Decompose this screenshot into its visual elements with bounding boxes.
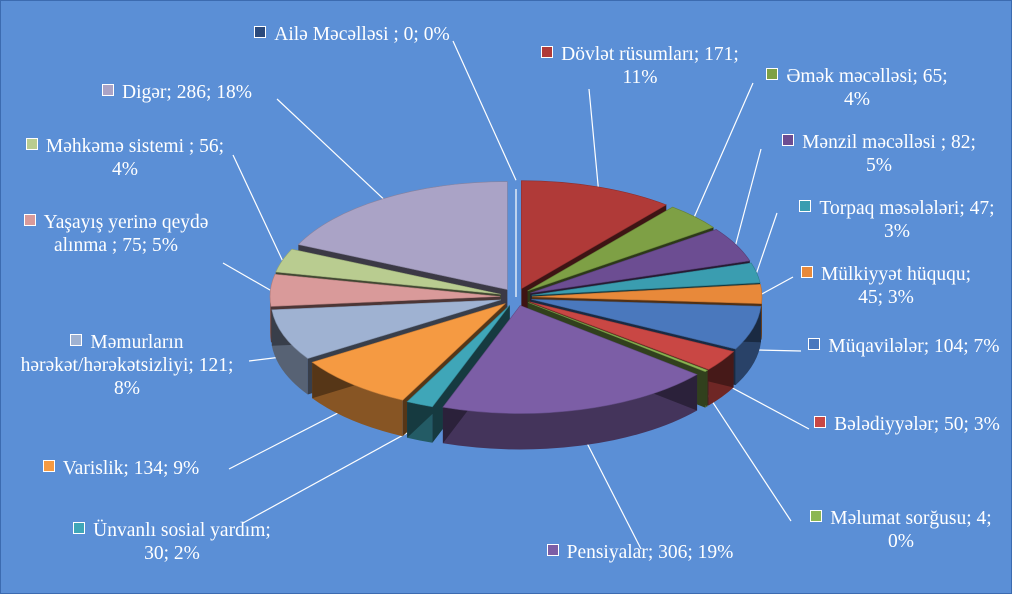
leader-line-melumat-sorgusu bbox=[705, 392, 792, 522]
data-label-pensiyalar: Pensiyalar; 306; 19% bbox=[535, 541, 745, 564]
data-label-torpaq-meseleleri: Torpaq məsələləri; 47; 3% bbox=[787, 197, 1007, 243]
leader-line-belediyyeler bbox=[721, 381, 810, 430]
legend-swatch bbox=[799, 200, 812, 212]
data-label-muqavileler: Müqavilələr; 104; 7% bbox=[799, 335, 1009, 358]
data-label-varislik: Varislik; 134; 9% bbox=[11, 457, 231, 480]
leader-line-mulkiyyet-huququ bbox=[761, 276, 794, 295]
legend-swatch bbox=[102, 84, 114, 96]
legend-swatch bbox=[782, 134, 795, 146]
data-label-memurlarin-hereketi: Məmurların hərəkət/hərəkətsizliyi; 121; … bbox=[20, 332, 234, 399]
leader-line-aile-mecellesi bbox=[452, 40, 517, 181]
legend-swatch bbox=[546, 544, 559, 556]
data-label-dovlet-rusumlari: Dövlət rüsumları; 171; 11% bbox=[535, 43, 745, 89]
legend-swatch bbox=[800, 266, 813, 278]
legend-swatch bbox=[254, 26, 267, 38]
data-label-emek-mecellesi: Əmək məcəlləsi; 65; 4% bbox=[757, 65, 957, 111]
pie-slices bbox=[269, 180, 763, 450]
leader-line-yasayis-yerine-qeyde-alinma bbox=[222, 262, 271, 291]
data-label-melumat-sorgusu: Məlumat sorğusu; 4; 0% bbox=[795, 507, 1007, 553]
data-label-yasayis-yerine-qeyde: Yaşayış yerinə qeydə alınma ; 75; 5% bbox=[11, 211, 221, 257]
leader-line-dovlet-rusumlari bbox=[588, 88, 599, 187]
data-label-diger: Digər; 286; 18% bbox=[71, 81, 283, 104]
leader-line-diger bbox=[276, 98, 384, 200]
data-label-unvanli-sosial-yardim: Ünvanlı sosial yardım; 30; 2% bbox=[67, 519, 277, 565]
legend-swatch bbox=[70, 334, 83, 346]
data-label-mehkeme-sistemi: Məhkəmə sistemi ; 56; 4% bbox=[17, 135, 233, 181]
legend-swatch bbox=[808, 338, 821, 350]
legend-swatch bbox=[766, 68, 779, 80]
data-label-belediyyeler: Bələdiyyələr; 50; 3% bbox=[807, 413, 1007, 436]
legend-swatch bbox=[541, 46, 554, 58]
leader-line-pensiyalar bbox=[580, 430, 642, 550]
legend-swatch bbox=[25, 138, 38, 150]
legend-swatch bbox=[42, 460, 55, 472]
data-label-aile-mecellesi: Ailə Məcəlləsi ; 0; 0% bbox=[237, 23, 467, 46]
leader-lines bbox=[222, 40, 810, 550]
leader-line-muqavileler bbox=[753, 349, 802, 352]
legend-swatch bbox=[814, 416, 827, 428]
leader-line-menzil-mecellesi bbox=[735, 148, 762, 245]
leader-line-mehkeme-sistemi bbox=[232, 154, 283, 261]
leader-line-varislik bbox=[228, 405, 353, 470]
leader-line-emek-mecellesi bbox=[693, 82, 754, 217]
pie-slice-pensiyalar bbox=[442, 305, 698, 450]
data-label-menzil-mecellesi: Mənzil məcəlləsi ; 82; 5% bbox=[769, 131, 989, 177]
leader-line-unvanli-sosial-yardim bbox=[242, 425, 420, 524]
legend-swatch bbox=[23, 214, 36, 226]
legend-swatch bbox=[73, 522, 86, 534]
leader-line-torpaq-meseleleri bbox=[756, 212, 778, 273]
data-label-mulkiyyet-huququ: Mülkiyyət hüququ; 45; 3% bbox=[791, 263, 981, 309]
legend-swatch bbox=[810, 510, 823, 522]
